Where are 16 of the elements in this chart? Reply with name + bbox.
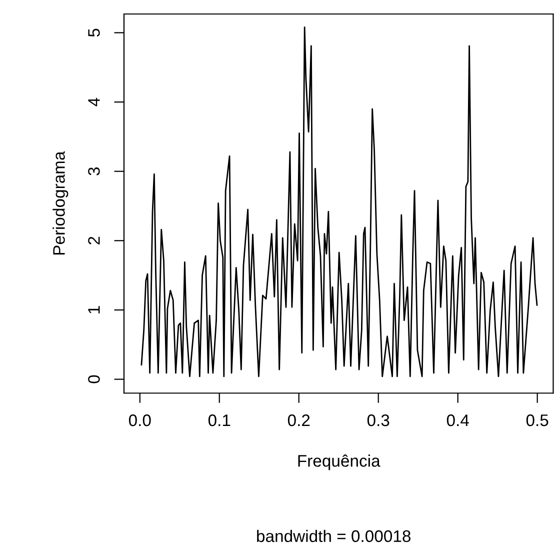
y-tick-label: 1 [88,306,100,314]
x-tick-label: 0.0 [128,414,151,426]
x-tick-label: 0.5 [526,414,548,426]
x-axis-title: Frequência [298,454,380,470]
line-series [140,26,538,378]
text: bandwidth = 0.00018 [257,530,410,542]
y-tick-label: 3 [88,167,100,176]
y-tick-label: 4 [88,98,100,106]
x-tick-label: 0.1 [208,414,230,426]
x-tick-label: 0.2 [288,414,310,426]
y-tick-label: 0 [88,375,100,384]
y-tick-label: 2 [88,236,100,244]
y-axis-title: Periodograma [52,151,68,255]
y-tick-label: 5 [88,28,100,37]
x-tick-label: 0.4 [446,414,469,426]
x-tick-label: 0.3 [367,414,390,426]
